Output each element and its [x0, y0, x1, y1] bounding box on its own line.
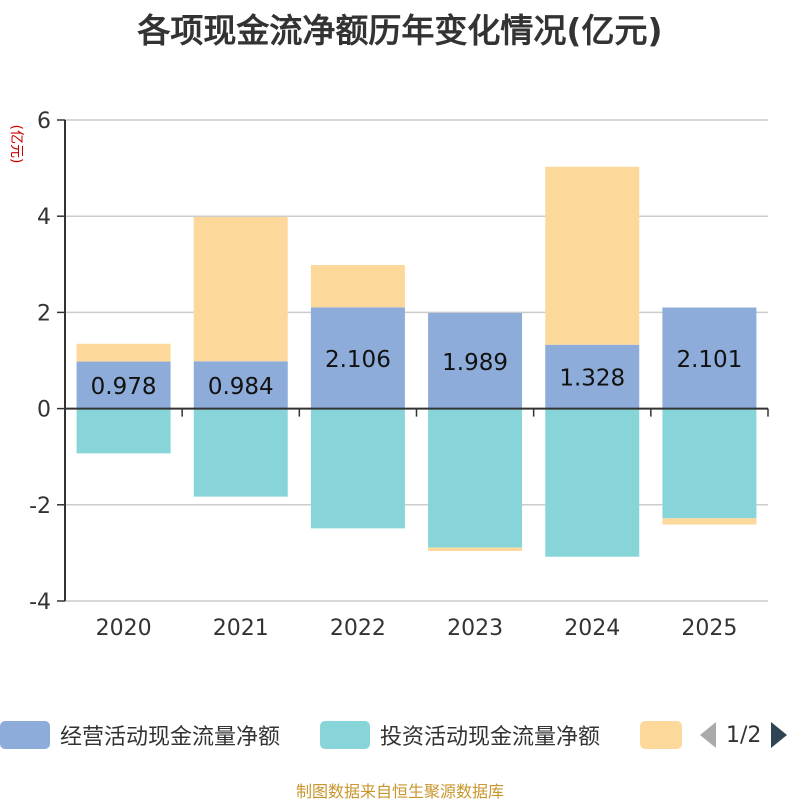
y-tick-label: -4 — [29, 590, 51, 615]
bar-financing-2024 — [545, 166, 640, 345]
x-tick-label-2021: 2021 — [213, 616, 269, 641]
bar-operating-2025 — [662, 307, 757, 409]
legend-item-financing[interactable] — [640, 720, 682, 750]
y-tick-label: 0 — [37, 398, 51, 423]
bar-investing-2025 — [662, 408, 757, 519]
bar-financing-2020 — [76, 343, 171, 362]
legend-item-operating[interactable]: 经营活动现金流量净额 — [0, 720, 280, 750]
data-label-2024: 1.328 — [559, 366, 625, 392]
x-tick-label-2025: 2025 — [681, 616, 737, 641]
bar-investing-2021 — [193, 408, 288, 497]
data-label-2025: 2.101 — [676, 347, 742, 373]
legend-next-page-icon[interactable] — [771, 722, 788, 748]
x-tick-label-2020: 2020 — [96, 616, 152, 641]
x-tick-label-2024: 2024 — [564, 616, 620, 641]
bar-operating-2020 — [76, 361, 171, 409]
axis-layer: -4 -2 0 2 4 6 2020 2021 2022 2023 2024 2025 — [29, 109, 769, 641]
legend-label-operating: 经营活动现金流量净额 — [60, 725, 281, 750]
bar-investing-2022 — [310, 408, 405, 529]
bar-financing-2025 — [662, 518, 757, 525]
legend: 经营活动现金流量净额 投资活动现金流量净额 1/2 — [0, 714, 800, 758]
bar-layer — [76, 166, 757, 557]
data-label-2022: 2.106 — [325, 347, 391, 373]
legend-page-indicator: 1/2 — [726, 722, 762, 748]
bar-financing-2023 — [428, 547, 523, 551]
bar-financing-2021 — [193, 216, 288, 362]
y-tick-label: 4 — [37, 205, 51, 230]
y-tick-label: 2 — [37, 301, 51, 326]
y-tick-label: 6 — [37, 109, 51, 134]
data-label-2023: 1.989 — [442, 350, 508, 376]
source-note: 制图数据来自恒生聚源数据库 — [295, 782, 504, 801]
chart-title: 各项现金流净额历年变化情况(亿元) — [137, 11, 663, 50]
legend-swatch-financing — [640, 721, 682, 749]
bar-financing-2022 — [310, 264, 405, 308]
x-tick-label-2023: 2023 — [447, 616, 503, 641]
legend-swatch-investing — [320, 721, 370, 749]
grid-layer — [65, 119, 768, 602]
bar-investing-2024 — [545, 408, 640, 557]
y-tick-label: -2 — [29, 494, 51, 519]
x-tick-label-2022: 2022 — [330, 616, 386, 641]
bar-operating-2023 — [428, 312, 523, 409]
legend-pager: 1/2 — [700, 718, 788, 752]
bar-operating-2021 — [193, 361, 288, 409]
bar-investing-2023 — [428, 408, 523, 548]
bar-operating-2024 — [545, 344, 640, 409]
legend-prev-page-icon[interactable] — [700, 722, 716, 748]
legend-item-investing[interactable]: 投资活动现金流量净额 — [320, 720, 600, 750]
y-axis-label: (亿元) — [8, 125, 24, 164]
bar-operating-2022 — [310, 307, 405, 409]
legend-swatch-operating — [0, 721, 50, 749]
data-label-2020: 0.978 — [91, 374, 157, 400]
label-layer: 0.978 0.984 2.106 1.989 1.328 2.101 — [91, 347, 743, 400]
bar-investing-2020 — [76, 408, 171, 454]
data-label-2021: 0.984 — [208, 374, 274, 400]
legend-label-investing: 投资活动现金流量净额 — [380, 725, 601, 750]
